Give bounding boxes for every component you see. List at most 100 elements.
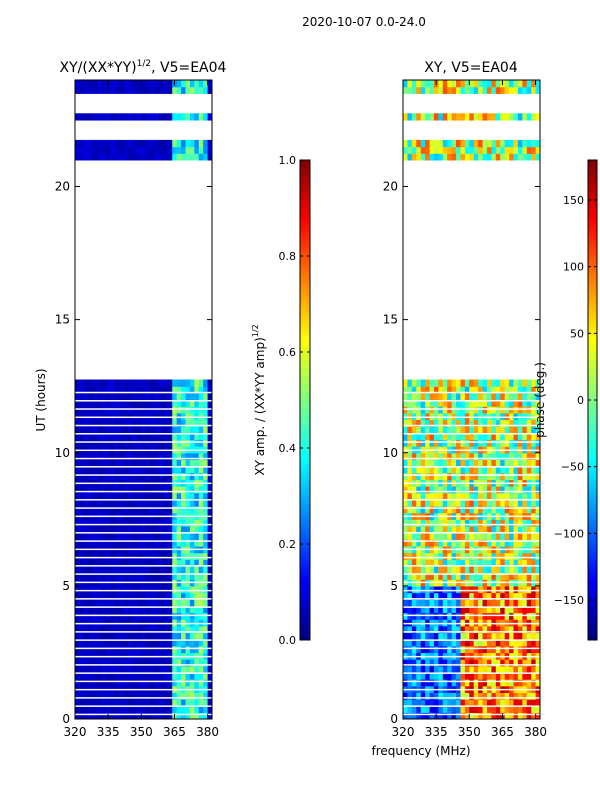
heatmap-cell [83,506,89,514]
heatmap-cell [114,672,120,680]
heatmap-cell [517,572,523,580]
heatmap-cell [105,506,111,514]
heatmap-cell [75,525,81,534]
heatmap-cell [194,506,200,514]
heatmap-cell [114,639,120,647]
heatmap-cell [433,506,439,514]
heatmap-cell [433,466,439,474]
heatmap-cell [97,645,103,654]
heatmap-cell [504,439,510,447]
heatmap-cell [509,113,515,121]
heatmap-cell [517,712,523,719]
heatmap-cell [420,665,426,674]
scan-gap-line [75,523,212,526]
heatmap-cell [119,426,125,434]
heatmap-cell [154,712,160,719]
heatmap-cell [433,432,439,441]
heatmap-cell [482,605,488,614]
heatmap-cell [189,506,195,514]
heatmap-cell [416,619,422,627]
heatmap-cell [504,585,510,594]
heatmap-cell [83,139,89,148]
heatmap-cell [464,679,470,687]
y-tick-label: 0 [390,712,398,726]
heatmap-cell [495,679,501,687]
heatmap-cell [473,492,479,500]
heatmap-cell [167,592,173,600]
heatmap-cell [469,665,475,674]
heatmap-cell [442,452,448,461]
heatmap-cell [123,559,129,567]
heatmap-cell [114,146,120,154]
heatmap-cell [75,439,81,447]
heatmap-cell [198,552,204,560]
scan-gap-line [75,581,212,584]
heatmap-cell [478,605,484,614]
heatmap-cell [136,492,142,500]
heatmap-cell [442,559,448,567]
heatmap-cell [97,412,103,421]
heatmap-cell [403,139,409,148]
heatmap-cell [456,565,462,574]
heatmap-cell [185,506,191,514]
heatmap-cell [141,672,147,680]
heatmap-cell [478,472,484,480]
heatmap-cell [101,412,107,421]
heatmap-cell [154,412,160,421]
heatmap-cell [92,532,98,540]
heatmap-cell [517,499,523,507]
scan-gap-line [75,573,212,575]
heatmap-cell [495,672,501,680]
heatmap-cell [478,552,484,560]
heatmap-cell [469,419,475,427]
heatmap-cell [495,492,501,500]
heatmap-cell [425,472,431,480]
heatmap-cell [194,585,200,594]
heatmap-cell [473,379,479,387]
y-tick-label: 10 [383,446,398,460]
heatmap-cell [473,525,479,534]
heatmap-cell [101,679,107,687]
heatmap-cell [132,659,138,667]
heatmap-cell [403,399,409,407]
heatmap-cell [172,113,178,121]
heatmap-cell [486,659,492,667]
heatmap-cell [194,699,200,707]
heatmap-cell [194,492,200,500]
heatmap-cell [420,399,426,407]
heatmap-cell [172,572,178,580]
heatmap-cell [433,412,439,421]
heatmap-cell [110,153,116,161]
heatmap-cell [403,525,409,534]
heatmap-cell [79,585,85,594]
heatmap-cell [132,712,138,719]
heatmap-cell [105,499,111,507]
heatmap-cell [92,679,98,687]
heatmap-cell [88,592,94,600]
heatmap-cell [172,632,178,640]
heatmap-cell [132,519,138,527]
heatmap-cell [403,665,409,674]
heatmap-cell [207,672,212,680]
heatmap-cell [447,466,453,474]
heatmap-cell [83,419,89,427]
heatmap-cell [141,665,147,674]
heatmap-cell [416,80,422,88]
heatmap-cell [132,625,138,634]
heatmap-cell [154,565,160,574]
heatmap-cell [438,585,444,594]
heatmap-cell [464,499,470,507]
heatmap-cell [189,379,195,387]
heatmap-cell [114,552,120,560]
heatmap-cell [154,399,160,407]
heatmap-cell [79,472,85,480]
heatmap-cell [491,113,497,121]
heatmap-cell [132,699,138,707]
heatmap-cell [473,705,479,713]
heatmap-cell [97,472,103,480]
heatmap-cell [473,632,479,640]
heatmap-cell [167,525,173,534]
heatmap-cell [522,632,528,640]
heatmap-cell [513,659,519,667]
heatmap-cell [110,146,116,154]
